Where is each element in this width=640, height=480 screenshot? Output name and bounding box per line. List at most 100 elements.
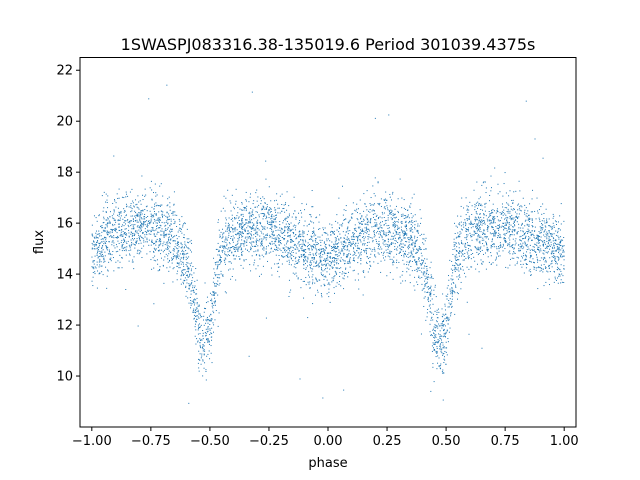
data-point	[472, 226, 474, 228]
data-point	[530, 235, 532, 237]
data-point	[539, 245, 541, 247]
data-point	[220, 260, 222, 262]
data-point	[276, 226, 278, 228]
data-point	[211, 305, 213, 307]
data-point	[252, 237, 254, 239]
data-point	[536, 197, 538, 199]
data-point	[117, 236, 119, 238]
data-point	[409, 274, 411, 276]
data-point	[411, 239, 413, 241]
data-point	[168, 240, 170, 242]
data-point	[315, 277, 317, 279]
data-point	[490, 190, 492, 192]
data-point	[195, 309, 197, 310]
data-point	[410, 255, 412, 257]
data-point	[540, 227, 542, 229]
data-point	[409, 205, 411, 207]
data-point	[128, 250, 130, 252]
data-point	[414, 214, 416, 216]
data-point	[312, 247, 314, 249]
data-point	[548, 240, 550, 242]
data-point	[290, 254, 292, 256]
data-point	[125, 223, 127, 225]
data-point	[558, 228, 560, 230]
data-point	[411, 254, 413, 256]
data-point	[555, 240, 557, 242]
data-point	[478, 225, 480, 227]
data-point	[510, 206, 512, 208]
data-point	[556, 245, 558, 247]
data-point	[260, 230, 262, 232]
data-point	[301, 243, 303, 245]
data-point	[347, 255, 349, 257]
data-point	[502, 245, 504, 247]
data-point	[320, 249, 322, 251]
data-point	[418, 257, 420, 259]
data-point	[386, 252, 388, 254]
data-point	[142, 199, 144, 201]
data-point	[178, 246, 180, 248]
data-point	[487, 225, 489, 227]
data-point	[181, 244, 183, 246]
data-point	[401, 220, 403, 222]
data-point	[425, 273, 427, 275]
data-point	[522, 227, 524, 229]
data-point	[374, 254, 376, 256]
data-point	[440, 338, 442, 340]
data-point	[319, 214, 321, 216]
data-point	[156, 238, 158, 240]
data-point	[328, 264, 330, 266]
data-point	[143, 223, 145, 225]
data-point	[167, 219, 169, 221]
data-point	[513, 191, 515, 193]
data-point	[475, 210, 477, 212]
data-point	[181, 216, 183, 218]
data-point	[495, 232, 497, 234]
data-point	[360, 217, 362, 219]
data-point	[166, 228, 168, 230]
data-point	[115, 230, 117, 232]
data-point	[414, 260, 416, 262]
data-point	[288, 248, 290, 250]
data-point	[450, 312, 452, 314]
data-point	[216, 283, 218, 285]
data-point	[209, 329, 211, 331]
data-point	[325, 276, 327, 278]
data-point	[389, 212, 391, 214]
data-point	[434, 284, 436, 286]
data-point	[137, 250, 139, 252]
data-point	[418, 260, 420, 262]
data-point	[99, 255, 101, 257]
data-point	[428, 276, 430, 278]
data-point	[193, 287, 195, 289]
data-point	[318, 279, 320, 281]
data-point	[356, 230, 358, 232]
data-point	[459, 224, 461, 226]
data-point	[469, 245, 471, 247]
data-point	[442, 313, 444, 315]
data-point	[238, 231, 240, 233]
data-point	[143, 218, 145, 220]
data-point	[153, 251, 155, 253]
data-point	[292, 260, 294, 262]
data-point	[385, 234, 387, 236]
data-point	[343, 254, 345, 256]
data-point	[416, 229, 418, 231]
data-point	[343, 241, 345, 243]
data-point	[400, 214, 402, 216]
data-point	[443, 320, 445, 322]
data-point	[537, 210, 539, 212]
data-point	[153, 192, 154, 194]
data-point	[387, 217, 389, 219]
data-point	[219, 234, 221, 236]
data-point	[548, 240, 550, 242]
data-point	[560, 249, 562, 251]
data-point	[110, 257, 112, 259]
data-point	[303, 256, 305, 258]
data-point	[366, 261, 368, 263]
data-point	[122, 243, 124, 245]
data-point	[389, 253, 391, 255]
data-point	[340, 267, 342, 269]
data-point	[352, 259, 354, 261]
data-point	[537, 261, 539, 263]
